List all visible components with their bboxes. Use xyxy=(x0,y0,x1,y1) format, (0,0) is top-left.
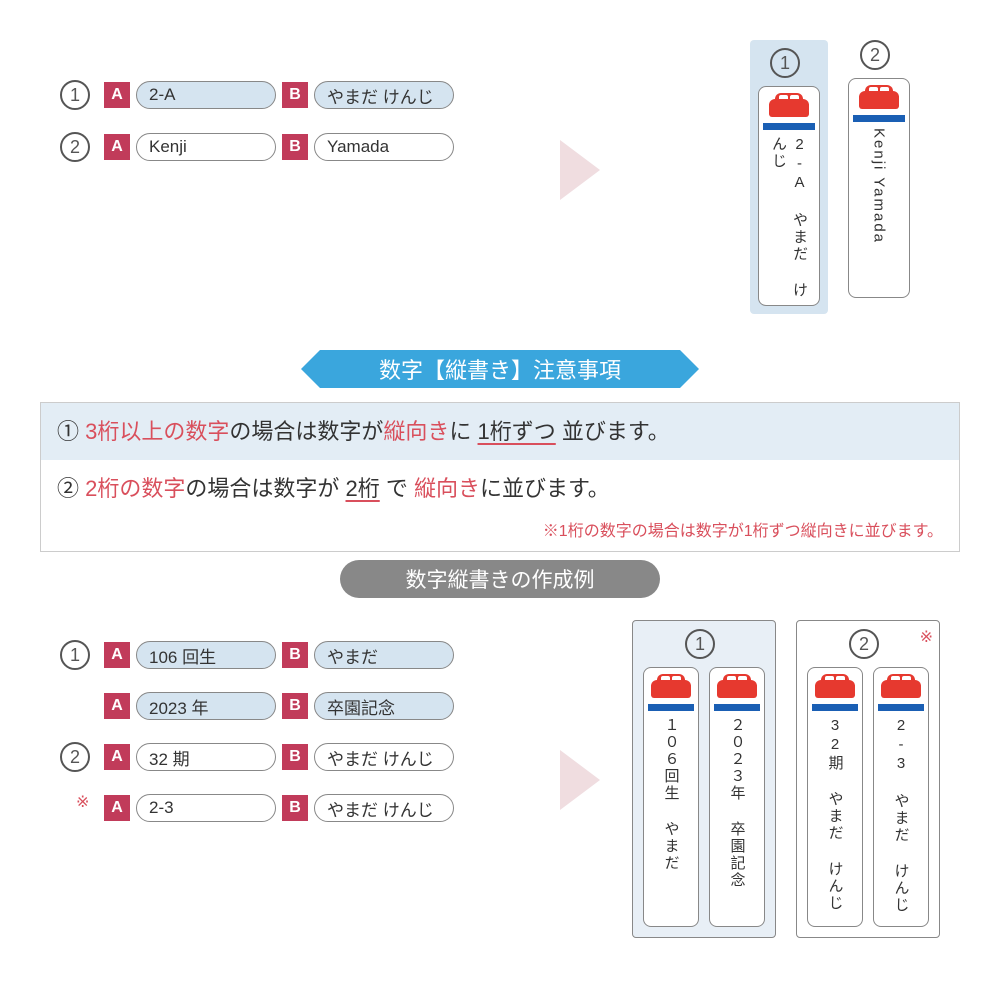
input-a: 2023 年 xyxy=(136,692,276,720)
preview-number: 2 xyxy=(860,40,890,70)
car-icon xyxy=(651,674,691,702)
preview-groups: 1 １０６回生 やまだ ２０２３年 卒園記念 ※ 2 xyxy=(632,620,940,938)
vertical-text: ２０２３年 卒園記念 xyxy=(727,717,748,920)
tag-b: B xyxy=(282,795,308,821)
input-a: 32 期 xyxy=(136,743,276,771)
car-icon xyxy=(815,674,855,702)
input-a: 106 回生 xyxy=(136,641,276,669)
divider-bar xyxy=(648,704,694,711)
row-number: 2 xyxy=(60,742,90,772)
input-rows: 1 A 2-A B やまだ けんじ 2 A Kenji B Yamada xyxy=(60,80,530,184)
tag-b: B xyxy=(282,82,308,108)
tag-b: B xyxy=(282,134,308,160)
group-number: 2 xyxy=(849,629,879,659)
preview-column: 2 Kenji Yamada xyxy=(848,40,910,314)
row-number: 2 xyxy=(60,132,90,162)
divider-bar xyxy=(878,704,924,711)
input-a: Kenji xyxy=(136,133,276,161)
asterisk: ※ xyxy=(920,627,933,647)
row-number: 1 xyxy=(60,640,90,670)
label-card: ２０２３年 卒園記念 xyxy=(709,667,765,927)
car-icon xyxy=(881,674,921,702)
label-card: Kenji Yamada xyxy=(848,78,910,298)
row-number: 1 xyxy=(60,80,90,110)
input-a: 2-A xyxy=(136,81,276,109)
section-header-blue: 数字【縦書き】注意事項 xyxy=(320,350,680,388)
label-card: 2-A やまだ けんじ xyxy=(758,86,820,306)
label-card: 32期 やまだ けんじ xyxy=(807,667,863,927)
divider-bar xyxy=(714,704,760,711)
vertical-text: 2-3 やまだ けんじ xyxy=(891,717,912,920)
divider-bar xyxy=(853,115,905,122)
input-row: 2 A 32 期 B やまだ けんじ xyxy=(60,742,530,772)
tag-a: A xyxy=(104,744,130,770)
input-b: やまだ けんじ xyxy=(314,81,454,109)
divider-bar xyxy=(812,704,858,711)
note-line-1: ① 3桁以上の数字の場合は数字が縦向きに 1桁ずつ 並びます。 xyxy=(41,403,959,460)
tag-b: B xyxy=(282,744,308,770)
tag-a: A xyxy=(104,82,130,108)
group-number: 1 xyxy=(685,629,715,659)
label-card: １０６回生 やまだ xyxy=(643,667,699,927)
input-row: A 2023 年 B 卒園記念 xyxy=(60,692,530,720)
input-b: 卒園記念 xyxy=(314,692,454,720)
preview-group-2: ※ 2 32期 やまだ けんじ 2-3 やまだ けんじ xyxy=(796,620,940,938)
car-icon xyxy=(859,85,899,113)
input-example-section: 1 A 2-A B やまだ けんじ 2 A Kenji B Yamada 1 2… xyxy=(60,60,940,300)
input-rows: 1 A 106 回生 B やまだ A 2023 年 B 卒園記念 2 A 32 … xyxy=(60,640,530,844)
input-b: やまだ けんじ xyxy=(314,794,454,822)
preview-group-1: 1 １０６回生 やまだ ２０２３年 卒園記念 xyxy=(632,620,776,938)
note-small: ※1桁の数字の場合は数字が1桁ずつ縦向きに並びます。 xyxy=(41,517,959,551)
input-b: Yamada xyxy=(314,133,454,161)
asterisk: ※ xyxy=(76,792,89,812)
preview-column: 1 2-A やまだ けんじ xyxy=(750,40,828,314)
vertical-text: Kenji Yamada xyxy=(871,128,888,291)
input-row: 1 A 106 回生 B やまだ xyxy=(60,640,530,670)
section-header-gray: 数字縦書きの作成例 xyxy=(340,560,660,598)
tag-a: A xyxy=(104,642,130,668)
divider-bar xyxy=(763,123,815,130)
tag-a: A xyxy=(104,795,130,821)
input-row: ※ A 2-3 B やまだ けんじ xyxy=(60,794,530,822)
vertical-text: １０６回生 やまだ xyxy=(661,717,682,920)
input-b: やまだ けんじ xyxy=(314,743,454,771)
tag-b: B xyxy=(282,642,308,668)
notes-box: ① 3桁以上の数字の場合は数字が縦向きに 1桁ずつ 並びます。 ② 2桁の数字の… xyxy=(40,402,960,552)
input-row: 2 A Kenji B Yamada xyxy=(60,132,530,162)
label-card: 2-3 やまだ けんじ xyxy=(873,667,929,927)
preview-number: 1 xyxy=(770,48,800,78)
car-icon xyxy=(769,93,809,121)
example-section: 1 A 106 回生 B やまだ A 2023 年 B 卒園記念 2 A 32 … xyxy=(60,620,940,980)
note-line-2: ② 2桁の数字の場合は数字が 2桁 で 縦向きに並びます。 xyxy=(41,460,959,517)
vertical-text: 32期 やまだ けんじ xyxy=(825,717,846,920)
arrow-icon xyxy=(560,750,600,810)
vertical-text: 2-A やまだ けんじ xyxy=(768,136,810,299)
input-b: やまだ xyxy=(314,641,454,669)
tag-a: A xyxy=(104,693,130,719)
preview-pair: 1 2-A やまだ けんじ 2 Kenji Yamada xyxy=(750,40,910,314)
car-icon xyxy=(717,674,757,702)
arrow-icon xyxy=(560,140,600,200)
input-row: 1 A 2-A B やまだ けんじ xyxy=(60,80,530,110)
tag-a: A xyxy=(104,134,130,160)
input-a: 2-3 xyxy=(136,794,276,822)
tag-b: B xyxy=(282,693,308,719)
